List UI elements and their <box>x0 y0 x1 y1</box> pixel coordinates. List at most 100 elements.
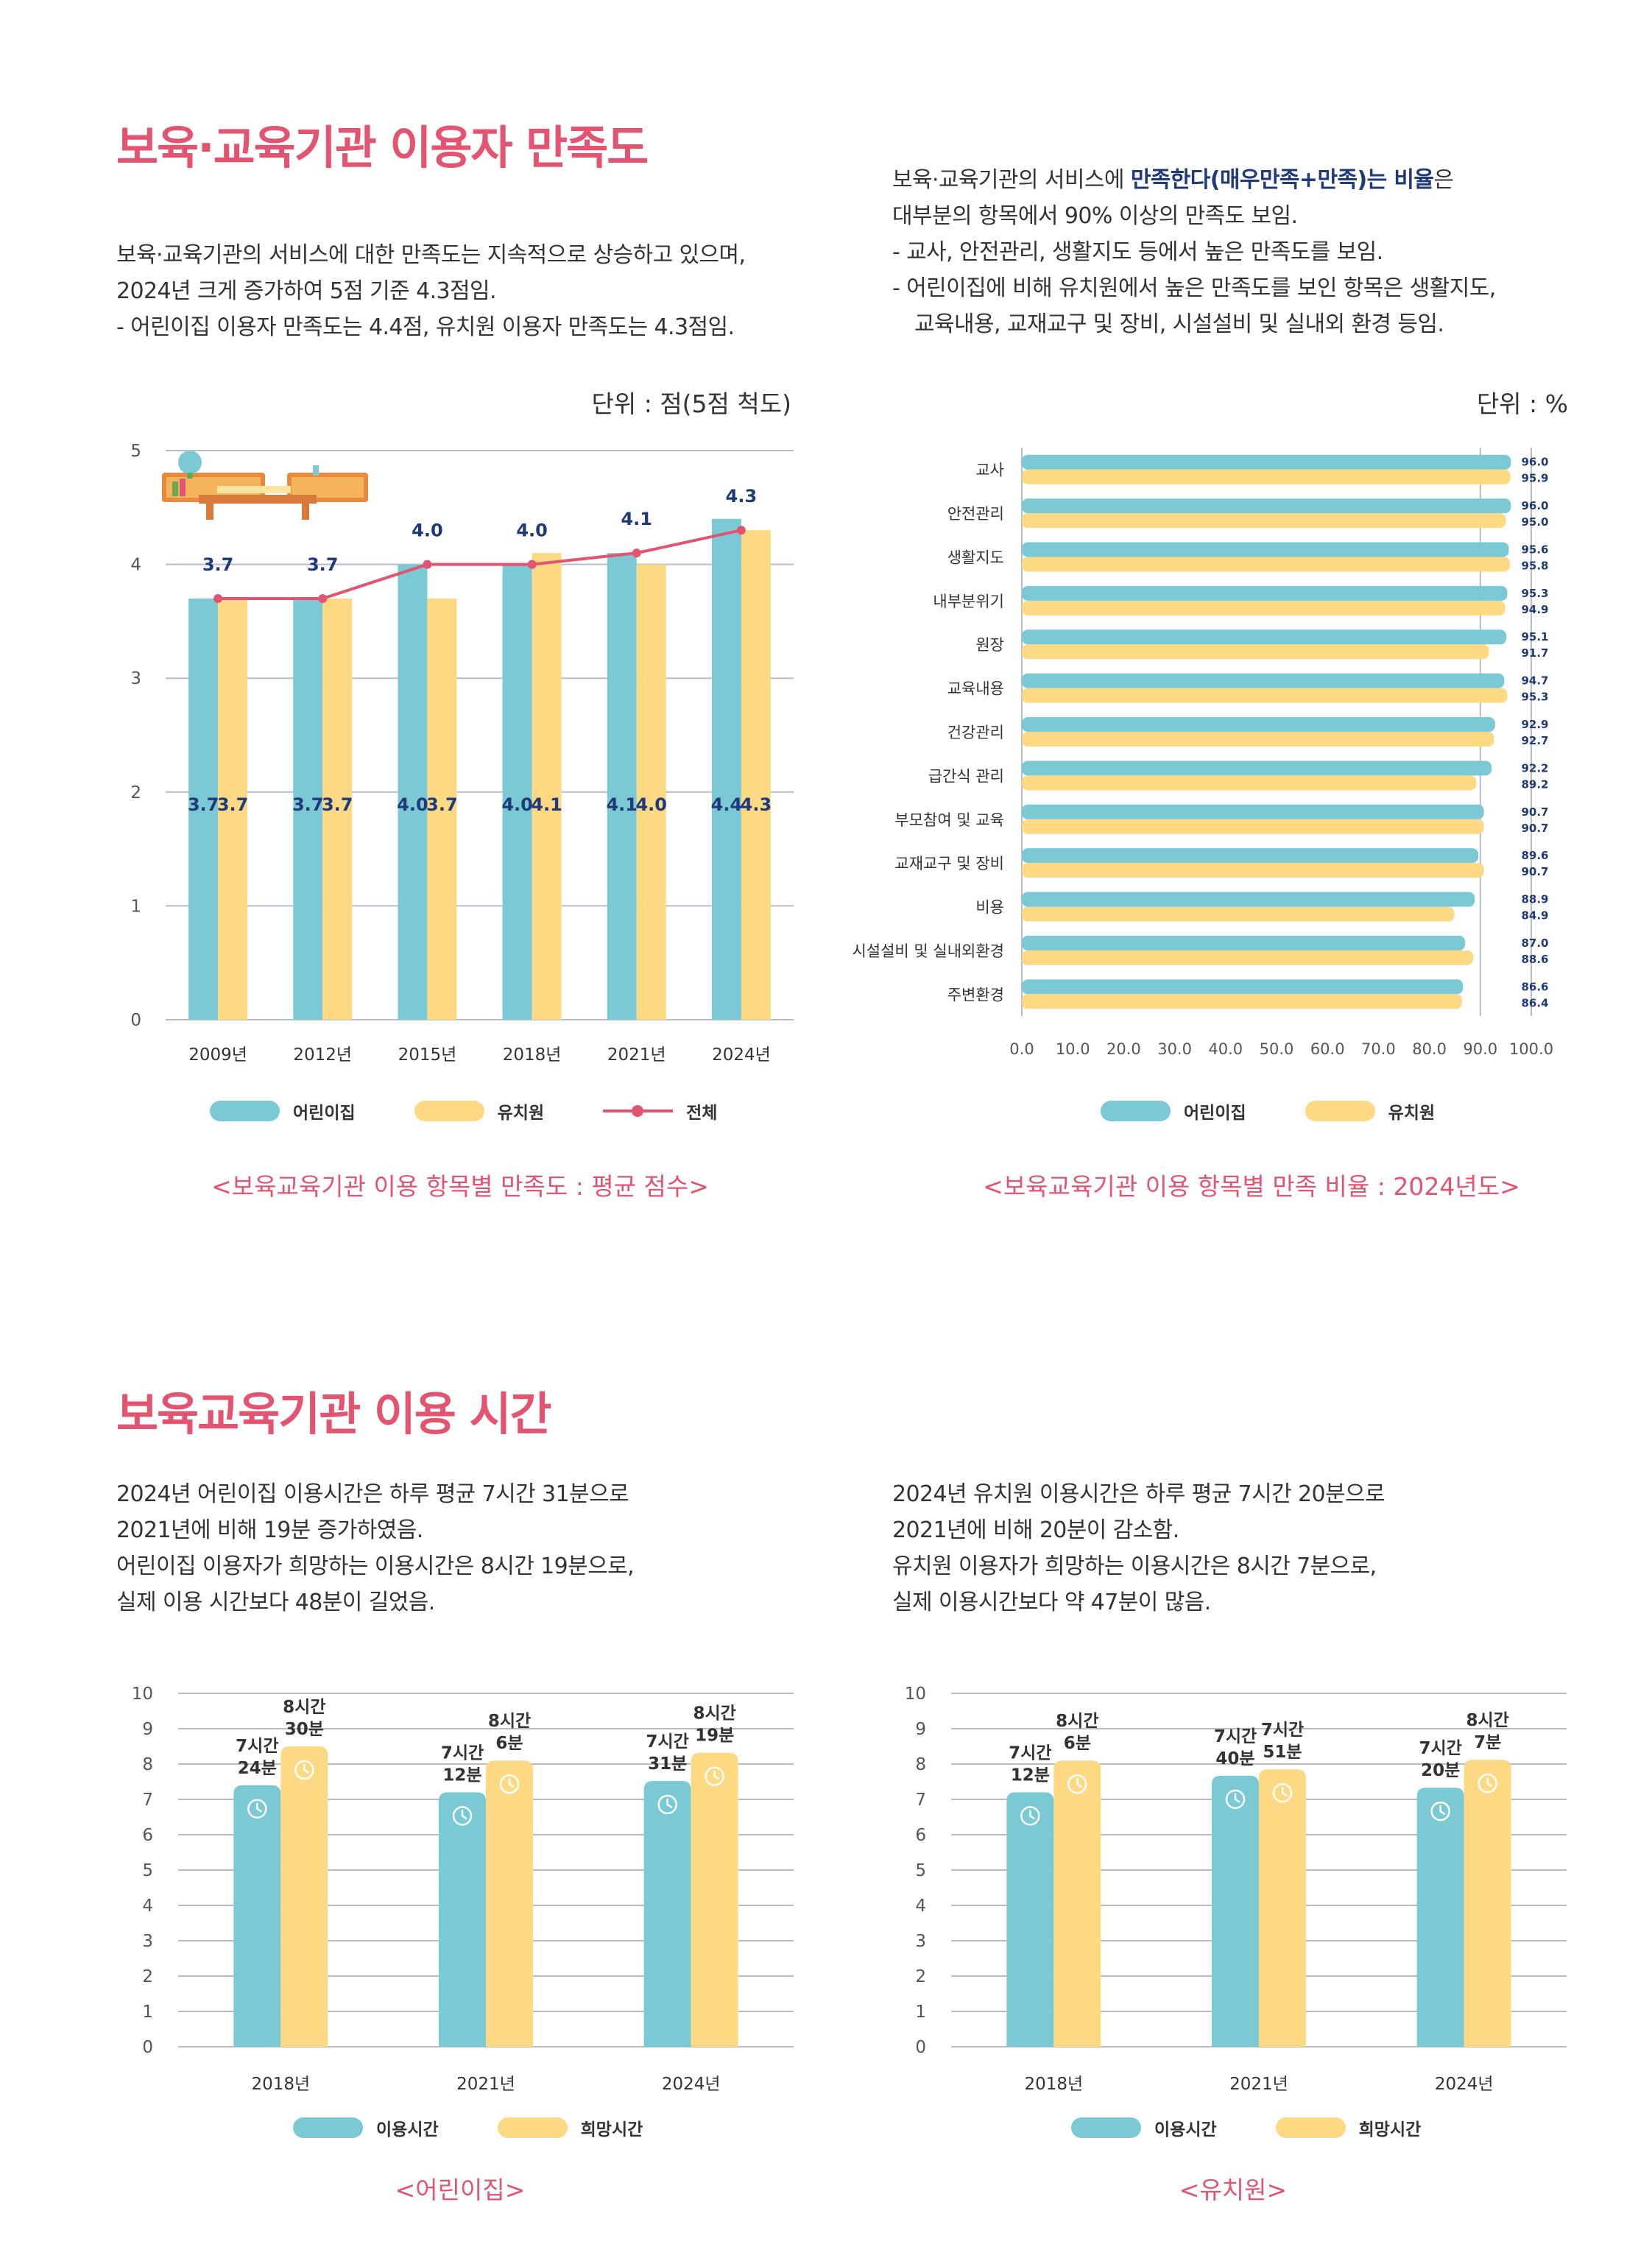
x-tick-label: 0.0 <box>1009 1040 1034 1058</box>
bar-daycare <box>502 564 532 1020</box>
data-label-total: 4.0 <box>412 521 443 541</box>
category-label: 내부분위기 <box>933 593 1004 610</box>
bar-desired <box>1259 1769 1306 2047</box>
bar-daycare <box>1022 673 1505 688</box>
data-label-daycare: 86.6 <box>1521 980 1548 993</box>
y-tick-label: 2 <box>130 783 141 803</box>
bar-usage <box>439 1792 486 2047</box>
data-label-kinder: 89.2 <box>1521 777 1548 791</box>
bar-kinder <box>1022 688 1508 703</box>
data-label-kinder: 94.9 <box>1521 603 1548 616</box>
data-label-kinder: 88.6 <box>1521 953 1548 966</box>
legend-label: 어린이집 <box>293 1104 356 1123</box>
bar-desired <box>486 1760 533 2047</box>
bar-daycare <box>188 598 219 1020</box>
bar-desired <box>280 1746 328 2047</box>
data-label-daycare: 95.3 <box>1521 587 1548 600</box>
section2-left-line-1: 2024년 어린이집 이용시간은 하루 평균 7시간 31분으로 <box>116 1481 629 1507</box>
category-label: 원장 <box>975 636 1004 654</box>
bar-daycare <box>1022 935 1466 950</box>
clock-icon <box>452 1806 473 1826</box>
x-tick-label: 2024년 <box>1435 2075 1494 2094</box>
x-tick-label: 2021년 <box>1229 2075 1288 2094</box>
y-tick-label: 0 <box>130 1011 141 1030</box>
section1-title: 보육·교육기관 이용자 만족도 <box>116 121 649 174</box>
bar-usage <box>233 1785 281 2047</box>
data-label-usage: 7시간 24분 <box>236 1737 278 1778</box>
clock-icon <box>499 1774 520 1794</box>
chart3-caption: <어린이집> <box>395 2176 526 2204</box>
category-label: 주변환경 <box>947 986 1004 1003</box>
x-tick-label: 40.0 <box>1208 1040 1243 1058</box>
y-tick-label: 5 <box>130 442 141 461</box>
bar-daycare <box>1022 717 1495 732</box>
bar-kinder <box>218 598 248 1020</box>
bar-kinder <box>1022 950 1474 965</box>
section2-right-line-2: 2021년에 비해 20분이 감소함. <box>892 1517 1179 1543</box>
data-label-daycare: 88.9 <box>1521 893 1548 906</box>
x-tick-label: 2015년 <box>398 1045 457 1065</box>
clock-icon <box>294 1760 314 1780</box>
data-label-kinder: 4.1 <box>531 794 562 815</box>
right-line-1-emph: 만족한다(매우만족+만족)는 비율 <box>1130 167 1434 193</box>
bookshelf-decoration-icon <box>162 451 368 520</box>
x-tick-label: 30.0 <box>1157 1040 1192 1058</box>
clock-icon <box>1020 1806 1040 1826</box>
chart2-satisfaction-ratio: 0.0 10.0 20.0 30.0 40.0 50.0 60.0 70.0 80.0 90.0 1… <box>852 448 1553 1058</box>
x-tick-label: 2018년 <box>503 1045 562 1065</box>
data-label-daycare: 90.7 <box>1521 805 1548 819</box>
bar-usage <box>643 1781 691 2047</box>
data-label-total: 4.0 <box>516 521 548 541</box>
x-tick-label: 100.0 <box>1509 1040 1553 1058</box>
chart2-legend: 어린이집 유치원 <box>1101 1098 1494 1124</box>
x-tick-label: 80.0 <box>1412 1040 1447 1058</box>
legend-swatch <box>1101 1101 1171 1121</box>
section1-left-text: 보육·교육기관의 서비스에 대한 만족도는 지속적으로 상승하고 있으며, 20… <box>116 237 853 345</box>
data-label-daycare: 4.0 <box>397 794 428 815</box>
bar-kinder <box>1022 775 1477 791</box>
bar-kinder <box>322 598 353 1020</box>
data-label-daycare: 92.2 <box>1521 761 1548 775</box>
data-label-daycare: 4.0 <box>501 794 533 815</box>
line-point-total <box>527 560 537 569</box>
section2-right-line-1: 2024년 유치원 이용시간은 하루 평균 7시간 20분으로 <box>892 1481 1386 1507</box>
x-tick-label: 90.0 <box>1463 1040 1497 1058</box>
chart1-unit: 단위 : 점(5점 척도) <box>591 389 792 418</box>
section2-right-line-3: 유치원 이용자가 희망하는 이용시간은 8시간 7분으로, <box>892 1553 1377 1579</box>
chart1-caption: <보육교육기관 이용 항목별 만족도 : 평균 점수> <box>211 1172 709 1201</box>
data-label-desired: 8시간 19분 <box>693 1704 736 1746</box>
section2-right-text: 2024년 유치원 이용시간은 하루 평균 7시간 20분으로 2021년에 비… <box>892 1476 1599 1620</box>
line-point-total <box>736 526 746 535</box>
data-label-daycare: 92.9 <box>1521 718 1548 731</box>
data-label-desired: 8시간 6분 <box>488 1712 531 1753</box>
section1-left-line-3: - 어린이집 이용자 만족도는 4.4점, 유치원 이용자 만족도는 4.3점임… <box>116 314 735 340</box>
data-label-kinder: 90.7 <box>1521 865 1548 878</box>
data-label-total: 4.1 <box>621 509 652 529</box>
section1-right-line-4: - 어린이집에 비해 유치원에서 높은 만족도를 보인 항목은 생활지도, <box>892 275 1496 301</box>
y-tick-label: 10 <box>132 1685 153 1704</box>
category-label: 급간식 관리 <box>928 767 1004 785</box>
legend-label: 전체 <box>686 1104 718 1123</box>
y-tick-label: 7 <box>142 1791 153 1810</box>
bar-daycare <box>1022 629 1507 645</box>
legend-item-desired: 희망시간 <box>497 2115 643 2140</box>
data-label-daycare: 95.6 <box>1521 543 1548 556</box>
data-label-daycare: 4.1 <box>606 794 638 815</box>
legend-item-kinder: 유치원 <box>414 1098 544 1124</box>
category-label: 교육내용 <box>947 680 1004 698</box>
line-point-total <box>632 549 641 558</box>
bar-daycare <box>1022 498 1511 514</box>
x-tick-label: 2012년 <box>293 1045 352 1065</box>
section1-right-line-2: 대부분의 항목에서 90% 이상의 만족도 보임. <box>892 203 1298 229</box>
bar-daycare <box>1022 542 1509 557</box>
data-label-daycare: 96.0 <box>1521 456 1548 469</box>
data-label-kinder: 3.7 <box>217 794 249 815</box>
bar-kinder <box>1022 644 1489 660</box>
y-tick-label: 4 <box>915 1897 926 1916</box>
bar-kinder <box>1022 469 1511 484</box>
bar-daycare <box>1022 848 1479 864</box>
data-label-usage: 7시간 20분 <box>1419 1739 1462 1780</box>
bar-desired <box>1464 1760 1511 2047</box>
